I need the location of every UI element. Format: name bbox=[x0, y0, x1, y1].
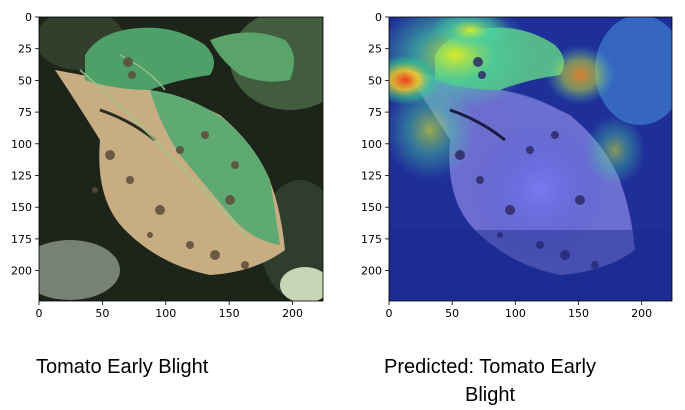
heatmap-x-tick-label: 200 bbox=[631, 307, 652, 320]
original-y-tick-label: 175 bbox=[11, 233, 32, 246]
original-y-tick-label: 150 bbox=[11, 201, 32, 214]
heatmap-y-tick-label: 125 bbox=[361, 169, 382, 182]
prediction-caption-line2: Blight bbox=[464, 384, 516, 406]
original-y-tick-label: 75 bbox=[18, 106, 32, 119]
original-y-tick-label: 100 bbox=[11, 138, 32, 151]
heatmap-y-tick-label: 100 bbox=[361, 138, 382, 151]
original-caption: Tomato Early Blight bbox=[36, 356, 209, 378]
original-axes-frame bbox=[38, 16, 324, 302]
heatmap-y-tick-label: 200 bbox=[361, 265, 382, 278]
original-x-tick-label: 50 bbox=[95, 307, 109, 320]
heatmap-axis-ticks: 0 50 100 150 200 0 25 50 75 100 125 150 175 200 bbox=[361, 11, 652, 320]
heatmap-x-tick-label: 50 bbox=[445, 307, 459, 320]
heatmap-y-tick-label: 0 bbox=[375, 11, 382, 24]
original-axis-ticks: 0 50 100 150 200 0 25 50 75 100 125 150 175 200 bbox=[11, 11, 303, 320]
original-x-tick-label: 0 bbox=[36, 307, 43, 320]
prediction-caption-line1: Predicted: Tomato Early bbox=[384, 356, 596, 378]
original-y-tick-label: 200 bbox=[11, 265, 32, 278]
heatmap-x-tick-label: 0 bbox=[386, 307, 393, 320]
heatmap-y-tick-label: 150 bbox=[361, 201, 382, 214]
heatmap-axes-frame bbox=[388, 16, 673, 302]
original-y-tick-label: 0 bbox=[25, 11, 32, 24]
heatmap-y-tick-label: 25 bbox=[368, 43, 382, 56]
original-y-tick-label: 25 bbox=[18, 43, 32, 56]
original-x-tick-label: 100 bbox=[155, 307, 176, 320]
heatmap-y-tick-label: 50 bbox=[368, 74, 382, 87]
original-y-tick-label: 125 bbox=[11, 169, 32, 182]
heatmap-y-tick-label: 75 bbox=[368, 106, 382, 119]
original-y-tick-label: 50 bbox=[18, 74, 32, 87]
heatmap-x-tick-label: 150 bbox=[568, 307, 589, 320]
original-x-tick-label: 200 bbox=[282, 307, 303, 320]
heatmap-x-tick-label: 100 bbox=[505, 307, 526, 320]
prediction-caption: Predicted: Tomato Early Blight bbox=[372, 353, 608, 409]
heatmap-overlay-image bbox=[389, 17, 672, 301]
heatmap-y-tick-label: 175 bbox=[361, 233, 382, 246]
original-x-tick-label: 150 bbox=[219, 307, 240, 320]
original-leaf-image bbox=[39, 17, 323, 301]
